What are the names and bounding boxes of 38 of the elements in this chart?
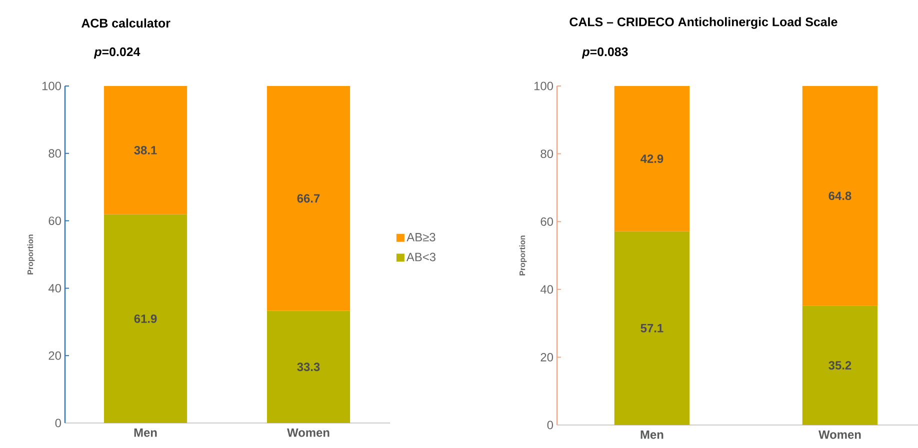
y-tick-label: 40 [540, 285, 554, 294]
chart-subtitle: p=0.024 [94, 47, 140, 59]
bar [104, 86, 188, 214]
chart-title: CALS – CRIDECO Anticholinergic Load Scale [570, 17, 838, 29]
x-tick-label: Men [134, 428, 157, 437]
chart-title: ACB calculator [82, 18, 170, 28]
bar [802, 86, 878, 306]
bar [614, 231, 690, 425]
y-tick-label: 20 [48, 351, 62, 360]
y-tick-label: 100 [534, 82, 554, 90]
legend-label: AB<3 [406, 252, 436, 262]
y-tick-label: 40 [48, 284, 62, 292]
y-tick-label: 60 [540, 217, 554, 226]
y-tick-label: 60 [48, 216, 62, 226]
bar [614, 86, 690, 232]
y-tick-label: 20 [540, 352, 554, 362]
x-tick-label: Men [640, 430, 664, 439]
y-tick-label: 80 [540, 150, 554, 158]
bar [266, 86, 350, 311]
y-tick-label: 80 [48, 149, 62, 158]
data-label: 38.1 [134, 146, 157, 154]
y-tick-label: 0 [55, 418, 62, 428]
y-tick-label: 100 [42, 82, 62, 90]
x-tick-label: Women [818, 430, 861, 439]
bar [104, 214, 188, 423]
data-label: 57.1 [640, 324, 664, 332]
chart-subtitle: p=0.083 [582, 47, 628, 59]
x-tick-label: Women [287, 428, 330, 437]
data-label: 64.8 [828, 192, 852, 200]
data-label: 66.7 [297, 194, 320, 203]
data-label: 35.2 [828, 361, 852, 370]
bar [802, 306, 878, 425]
data-label: 42.9 [640, 154, 664, 163]
bar [266, 310, 350, 423]
data-label: 33.3 [297, 362, 320, 372]
legend-label: AB≥3 [406, 232, 436, 242]
y-tick-label: 0 [547, 420, 554, 430]
data-label: 61.9 [134, 314, 157, 323]
